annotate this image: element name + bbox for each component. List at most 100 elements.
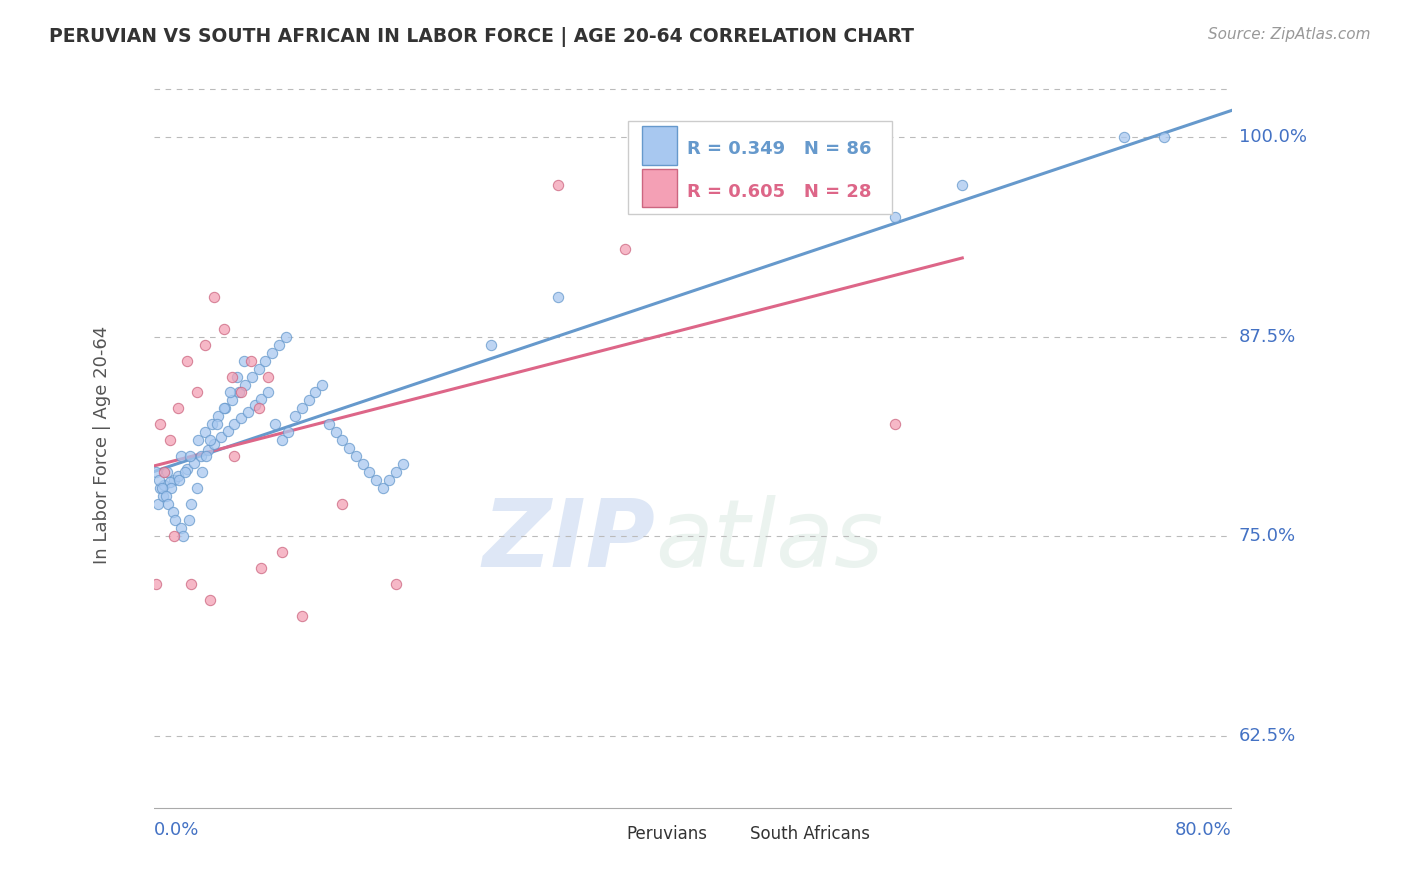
Text: 100.0%: 100.0% — [1239, 128, 1306, 146]
Point — [224, 450, 246, 464]
Point — [247, 401, 270, 416]
Point — [1112, 129, 1135, 144]
Point — [194, 425, 217, 440]
Point — [232, 353, 254, 368]
Point — [155, 489, 177, 503]
Text: 62.5%: 62.5% — [1239, 727, 1296, 745]
FancyBboxPatch shape — [628, 121, 893, 214]
Point — [547, 178, 569, 192]
Point — [179, 450, 201, 464]
Point — [250, 561, 273, 575]
Point — [371, 481, 394, 495]
Point — [163, 474, 186, 488]
Point — [217, 424, 239, 438]
Point — [200, 417, 222, 432]
Point — [221, 369, 243, 384]
Point — [352, 458, 374, 472]
Point — [194, 337, 217, 351]
Point — [243, 398, 266, 412]
Point — [270, 545, 292, 559]
Point — [236, 405, 259, 419]
Point — [250, 392, 273, 406]
Point — [883, 417, 905, 432]
Point — [284, 409, 307, 424]
Point — [167, 468, 190, 483]
Point — [479, 337, 502, 351]
Point — [385, 577, 408, 591]
Point — [167, 401, 190, 416]
Point — [318, 417, 340, 432]
Point — [149, 481, 172, 495]
Point — [145, 466, 167, 480]
Point — [311, 377, 333, 392]
Point — [191, 466, 214, 480]
Point — [262, 345, 284, 359]
Point — [202, 290, 225, 304]
Point — [163, 529, 186, 543]
Point — [385, 466, 408, 480]
Text: 0.0%: 0.0% — [153, 821, 200, 838]
Point — [364, 474, 387, 488]
Point — [149, 417, 172, 432]
Point — [337, 442, 360, 456]
Point — [150, 481, 173, 495]
FancyBboxPatch shape — [596, 825, 619, 842]
Point — [146, 497, 169, 511]
Point — [156, 466, 179, 480]
Point — [214, 401, 236, 416]
Point — [267, 337, 290, 351]
Text: R = 0.605   N = 28: R = 0.605 N = 28 — [688, 183, 872, 201]
Point — [186, 385, 208, 400]
Point — [247, 361, 270, 376]
Point — [330, 497, 353, 511]
Point — [209, 430, 232, 444]
Text: ZIP: ZIP — [482, 495, 655, 587]
Point — [159, 434, 181, 448]
Point — [240, 369, 263, 384]
Point — [153, 466, 176, 480]
Point — [172, 529, 194, 543]
Point — [169, 450, 191, 464]
Point — [254, 353, 277, 368]
Text: South Africans: South Africans — [749, 825, 870, 843]
Point — [274, 329, 297, 343]
Point — [291, 609, 314, 624]
Point — [325, 425, 347, 440]
Point — [304, 385, 326, 400]
Point — [165, 513, 187, 527]
Text: 80.0%: 80.0% — [1175, 821, 1232, 838]
Point — [145, 577, 167, 591]
Point — [231, 385, 253, 400]
Point — [212, 321, 235, 335]
Point — [162, 505, 184, 519]
Point — [167, 474, 190, 488]
Text: Peruvians: Peruvians — [626, 825, 707, 843]
Point — [224, 417, 246, 432]
Point — [200, 593, 222, 607]
Point — [264, 417, 287, 432]
Point — [1153, 129, 1175, 144]
Point — [200, 434, 222, 448]
Point — [221, 393, 243, 408]
Point — [257, 369, 280, 384]
Point — [950, 178, 973, 192]
Point — [219, 385, 242, 400]
Point — [228, 385, 250, 400]
Text: Source: ZipAtlas.com: Source: ZipAtlas.com — [1208, 27, 1371, 42]
Text: R = 0.349   N = 86: R = 0.349 N = 86 — [688, 140, 872, 158]
Point — [682, 194, 704, 208]
Point — [157, 497, 180, 511]
Point — [239, 353, 262, 368]
Point — [330, 434, 353, 448]
Text: 87.5%: 87.5% — [1239, 327, 1296, 345]
Point — [202, 436, 225, 450]
Point — [186, 481, 208, 495]
Point — [359, 466, 381, 480]
Point — [883, 210, 905, 224]
Point — [173, 466, 195, 480]
Point — [257, 385, 280, 400]
Point — [547, 290, 569, 304]
Point — [205, 417, 228, 432]
Point — [195, 450, 218, 464]
Point — [176, 462, 198, 476]
